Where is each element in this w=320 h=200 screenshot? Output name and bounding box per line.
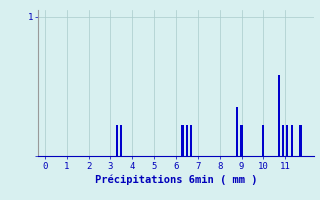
Bar [116, 125, 118, 156]
Bar [236, 107, 238, 156]
Bar [190, 125, 192, 156]
Bar [286, 125, 289, 156]
Bar [240, 125, 243, 156]
Bar [291, 125, 293, 156]
Bar [282, 125, 284, 156]
Bar [181, 125, 184, 156]
Bar [300, 125, 301, 156]
Bar [120, 125, 123, 156]
Bar [277, 75, 280, 156]
X-axis label: Précipitations 6min ( mm ): Précipitations 6min ( mm ) [95, 175, 257, 185]
Bar [186, 125, 188, 156]
Bar [262, 125, 264, 156]
